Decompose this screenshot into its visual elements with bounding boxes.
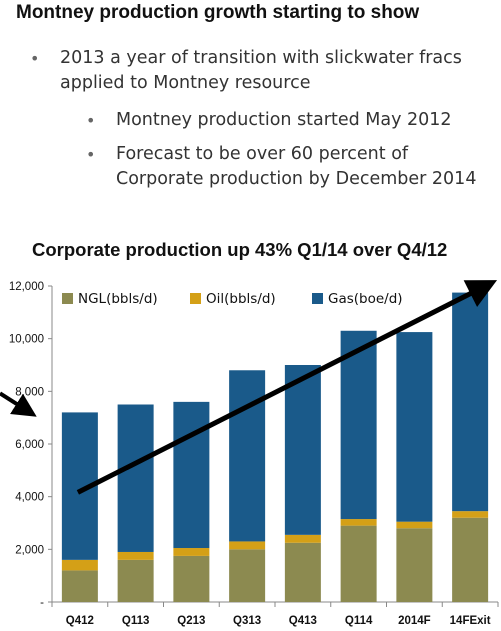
legend-label: NGL(bbls/d) [78, 291, 158, 307]
bar-oil-bbls-d-q313 [229, 541, 266, 550]
legend-item: Gas(boe/d) [312, 291, 403, 307]
bar-gas-boe-d-q313 [229, 370, 266, 542]
bar-oil-bbls-d-14fexit [452, 511, 489, 518]
left-pointer-arrow [0, 391, 37, 417]
bullet-item-3: • Forecast to be over 60 percent of Corp… [86, 142, 500, 192]
bullet-text-3: Forecast to be over 60 percent of Corpor… [116, 144, 477, 189]
bullet-text-1: 2013 a year of transition with slickwate… [60, 48, 462, 93]
bar-oil-bbls-d-q412 [61, 559, 98, 571]
x-tick-label: Q313 [233, 615, 261, 627]
bullet-dot-icon: • [86, 111, 96, 130]
x-tick-label: 14FExit [450, 615, 491, 627]
bar-oil-bbls-d-q114 [340, 519, 377, 526]
legend-item: Oil(bbls/d) [190, 291, 276, 307]
trend-arrow [76, 280, 498, 495]
bar-oil-bbls-d-q413 [284, 534, 321, 543]
production-bar-chart: - 2,000 4,000 6,000 8,000 10,000 12,000 Q412 Q11… [0, 280, 499, 627]
bar-oil-bbls-d-2014f [396, 521, 433, 529]
y-tick-label: 6,000 [15, 439, 44, 451]
bullet-dot-icon: • [86, 145, 96, 164]
bar-gas-boe-d-q413 [284, 365, 321, 535]
y-tick-label: 2,000 [15, 544, 44, 556]
bar-ngl-bbls-d-q213 [173, 555, 210, 602]
x-tick-label: Q413 [289, 615, 317, 627]
bar-ngl-bbls-d-2014f [396, 528, 433, 602]
y-tick-label: 8,000 [15, 386, 44, 398]
bar-oil-bbls-d-q113 [117, 551, 154, 560]
y-tick-label: 10,000 [9, 334, 44, 346]
legend-label: Gas(boe/d) [328, 291, 403, 307]
legend-swatch [62, 293, 73, 304]
bar-ngl-bbls-d-q412 [61, 570, 98, 602]
y-tick-label: - [40, 597, 44, 609]
legend-swatch [190, 293, 201, 304]
legend-swatch [312, 293, 323, 304]
bullet-item-1: • 2013 a year of transition with slickwa… [30, 46, 490, 96]
slide-title: Montney production growth starting to sh… [16, 2, 420, 23]
y-tick-label: 12,000 [9, 281, 44, 293]
x-tick-label: 2014F [398, 615, 431, 627]
x-tick-label: Q213 [177, 615, 205, 627]
bar-gas-boe-d-q113 [117, 404, 154, 552]
bar-gas-boe-d-q114 [340, 330, 377, 520]
x-tick-label: Q114 [345, 615, 373, 627]
bar-gas-boe-d-14fexit [452, 292, 489, 512]
bar-oil-bbls-d-q213 [173, 548, 210, 556]
bar-ngl-bbls-d-q114 [340, 525, 377, 602]
bullet-dot-icon: • [30, 49, 40, 68]
bar-gas-boe-d-2014f [396, 332, 433, 522]
legend-label: Oil(bbls/d) [206, 291, 276, 307]
x-tick-label: Q113 [122, 615, 150, 627]
bar-ngl-bbls-d-q413 [284, 542, 321, 602]
bar-ngl-bbls-d-14fexit [452, 517, 489, 602]
legend-item: NGL(bbls/d) [62, 291, 158, 307]
x-tick-label: Q412 [66, 615, 94, 627]
y-tick-label: 4,000 [15, 492, 44, 504]
bar-ngl-bbls-d-q113 [117, 559, 154, 602]
chart-title: Corporate production up 43% Q1/14 over Q… [32, 239, 448, 260]
bullet-item-2: • Montney production started May 2012 [86, 108, 496, 133]
bullet-text-2: Montney production started May 2012 [116, 110, 452, 130]
bar-ngl-bbls-d-q313 [229, 549, 266, 602]
bar-gas-boe-d-q213 [173, 401, 210, 549]
